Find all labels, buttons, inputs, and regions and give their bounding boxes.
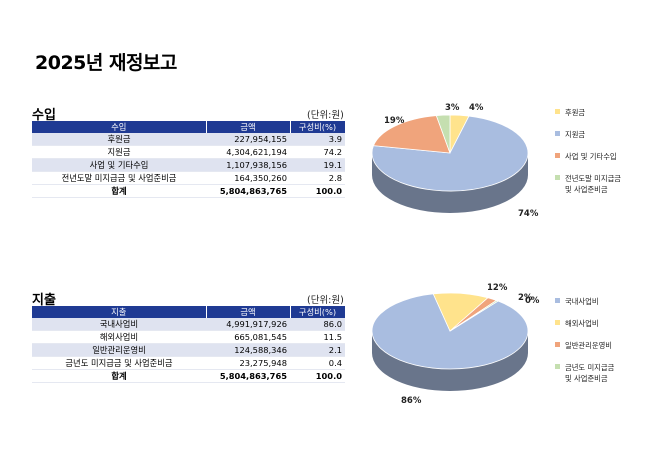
- legend-item: 국내사업비: [555, 296, 614, 307]
- table-row: 해외사업비 665,081,545 11.5: [32, 330, 345, 344]
- legend-item: 지원금: [555, 129, 621, 140]
- income-unit-label: (단위:원): [307, 110, 344, 121]
- table-row: 국내사업비 4,991,917,926 86.0: [32, 318, 345, 331]
- expense-unit-label: (단위:원): [307, 295, 344, 306]
- pie-slice: [371, 115, 529, 192]
- row-amount: 665,081,545: [206, 330, 290, 344]
- legend-item: 전년도말 미지급금 및 사업준비금: [555, 173, 621, 195]
- row-ratio: 2.8: [290, 171, 345, 185]
- expense-pie-label-reserve: 0%: [525, 296, 540, 306]
- row-label: 후원금: [32, 133, 206, 146]
- pie-slice: [372, 115, 451, 154]
- row-amount: 23,275,948: [206, 356, 290, 370]
- legend-swatch: [555, 109, 560, 114]
- total-label: 합계: [32, 369, 206, 383]
- income-pie-label-subsidy: 74%: [518, 209, 539, 219]
- legend-item: 후원금: [555, 107, 621, 118]
- legend-item: 금년도 미지급금 및 사업준비금: [555, 362, 614, 384]
- row-label: 해외사업비: [32, 330, 206, 344]
- income-header-ratio: 구성비(%): [290, 121, 346, 133]
- pie-slice: [449, 300, 499, 332]
- income-pie-chart: [371, 114, 529, 213]
- legend-swatch: [555, 342, 560, 347]
- table-row: 지원금 4,304,621,194 74.2: [32, 145, 345, 159]
- expense-header-amount: 금액: [206, 306, 291, 318]
- income-table: 수입 금액 구성비(%) 후원금 227,954,155 3.9 지원금 4,3…: [32, 121, 346, 198]
- income-header-category: 수입: [32, 121, 207, 133]
- legend-swatch: [555, 131, 560, 136]
- legend-swatch: [555, 320, 560, 325]
- legend-swatch: [555, 175, 560, 180]
- expense-header-category: 지출: [32, 306, 207, 318]
- expense-pie-label-domestic: 86%: [401, 396, 422, 406]
- legend-item: 해외사업비: [555, 318, 614, 329]
- legend-label: 해외사업비: [565, 319, 599, 328]
- expense-pie-label-admin: 2%: [518, 293, 533, 303]
- total-label: 합계: [32, 184, 206, 198]
- legend-label: 일반관리운영비: [565, 341, 612, 350]
- table-row: 일반관리운영비 124,588,346 2.1: [32, 343, 345, 357]
- table-row: 사업 및 기타수입 1,107,938,156 19.1: [32, 158, 345, 172]
- expense-section-title: 지출: [32, 293, 56, 308]
- row-amount: 4,304,621,194: [206, 145, 290, 159]
- row-label: 지원금: [32, 145, 206, 159]
- expense-table: 지출 금액 구성비(%) 국내사업비 4,991,917,926 86.0 해외…: [32, 306, 346, 383]
- legend-label: 후원금: [565, 108, 586, 117]
- row-label: 사업 및 기타수입: [32, 158, 206, 172]
- row-ratio: 2.1: [290, 343, 345, 357]
- expense-header-ratio: 구성비(%): [290, 306, 346, 318]
- table-row: 금년도 미지급금 및 사업준비금 23,275,948 0.4: [32, 356, 345, 370]
- row-ratio: 11.5: [290, 330, 345, 344]
- row-ratio: 86.0: [290, 318, 345, 331]
- legend-swatch: [555, 153, 560, 158]
- row-ratio: 3.9: [290, 133, 345, 146]
- row-ratio: 0.4: [290, 356, 345, 370]
- table-row: 후원금 227,954,155 3.9: [32, 133, 345, 146]
- pie-slice: [435, 114, 451, 154]
- income-pie-label-prior: 3%: [445, 103, 460, 113]
- row-label: 전년도말 미지급금 및 사업준비금: [32, 171, 206, 185]
- legend-label: 전년도말 미지급금 및 사업준비금: [565, 174, 622, 194]
- income-pie-label-support: 4%: [469, 103, 484, 113]
- total-amount: 5,804,863,765: [206, 184, 290, 198]
- row-amount: 164,350,260: [206, 171, 290, 185]
- legend-label: 금년도 미지급금 및 사업준비금: [565, 363, 615, 383]
- expense-legend: 국내사업비 해외사업비 일반관리운영비 금년도 미지급금 및 사업준비금: [555, 296, 614, 395]
- legend-item: 일반관리운영비: [555, 340, 614, 351]
- total-amount: 5,804,863,765: [206, 369, 290, 383]
- page-title: 2025년 재정보고: [35, 52, 177, 74]
- expense-pie-chart: [371, 292, 529, 391]
- income-legend: 후원금 지원금 사업 및 기타수입 전년도말 미지급금 및 사업준비금: [555, 107, 621, 206]
- row-ratio: 74.2: [290, 145, 345, 159]
- total-ratio: 100.0: [290, 184, 345, 198]
- legend-label: 국내사업비: [565, 297, 599, 306]
- income-section-title: 수입: [32, 108, 56, 123]
- row-label: 일반관리운영비: [32, 343, 206, 357]
- total-ratio: 100.0: [290, 369, 345, 383]
- total-row: 합계 5,804,863,765 100.0: [32, 369, 345, 383]
- row-label: 국내사업비: [32, 318, 206, 331]
- row-ratio: 19.1: [290, 158, 345, 172]
- income-header-amount: 금액: [206, 121, 291, 133]
- row-label: 금년도 미지급금 및 사업준비금: [32, 356, 206, 370]
- income-pie-label-business: 19%: [384, 116, 405, 126]
- row-amount: 124,588,346: [206, 343, 290, 357]
- legend-swatch: [555, 298, 560, 303]
- expense-pie-label-overseas: 12%: [487, 283, 508, 293]
- row-amount: 4,991,917,926: [206, 318, 290, 331]
- total-row: 합계 5,804,863,765 100.0: [32, 184, 345, 198]
- legend-item: 사업 및 기타수입: [555, 151, 621, 162]
- row-amount: 227,954,155: [206, 133, 290, 146]
- pie-slice-side: [372, 153, 528, 213]
- legend-label: 지원금: [565, 130, 586, 139]
- table-row: 전년도말 미지급금 및 사업준비금 164,350,260 2.8: [32, 171, 345, 185]
- row-amount: 1,107,938,156: [206, 158, 290, 172]
- pie-slice-side: [372, 331, 528, 391]
- legend-label: 사업 및 기타수입: [565, 152, 617, 161]
- legend-swatch: [555, 364, 560, 369]
